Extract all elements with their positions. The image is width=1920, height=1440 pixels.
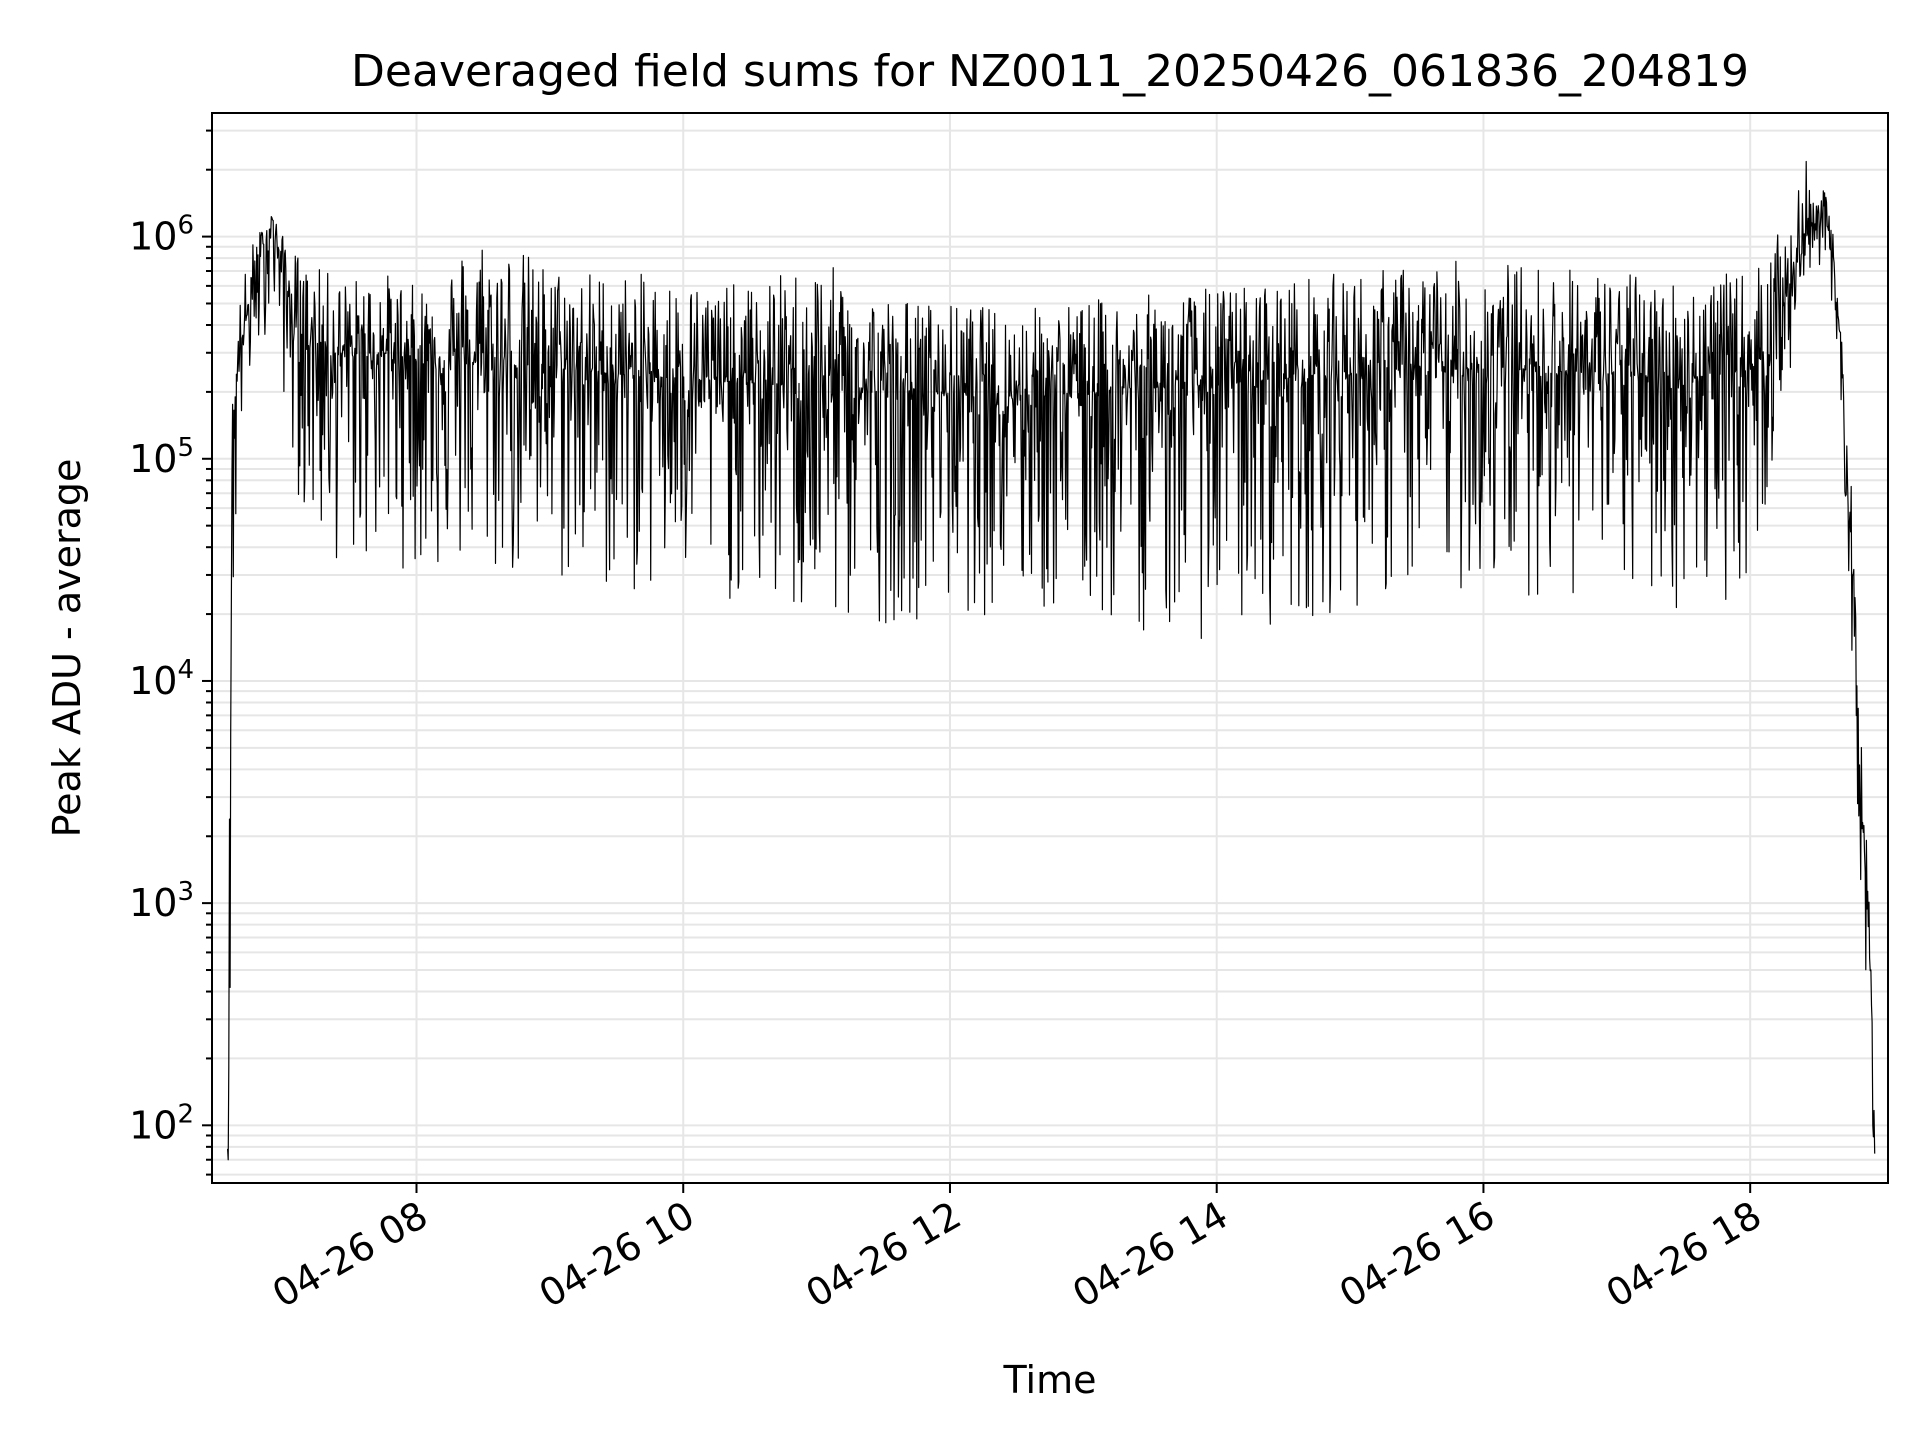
x-axis-label: Time xyxy=(1003,1358,1097,1402)
y-tick-labels: 102 103 104 105 106 xyxy=(129,211,194,1148)
y-tick-label: 105 xyxy=(129,433,194,481)
y-tick-label: 106 xyxy=(129,211,194,259)
y-axis-label: Peak ADU - average xyxy=(45,459,89,838)
axis-ticks xyxy=(202,129,1752,1193)
y-tick-label: 102 xyxy=(129,1099,194,1147)
chart-title: Deaveraged field sums for NZ0011_2025042… xyxy=(351,46,1749,97)
data-series xyxy=(227,160,1876,1161)
plot-area-frame xyxy=(211,112,1889,1184)
y-tick-label: 103 xyxy=(129,877,194,925)
grid-lines xyxy=(212,113,1888,1183)
series-line xyxy=(227,160,1876,1161)
y-tick-label: 104 xyxy=(129,655,194,703)
